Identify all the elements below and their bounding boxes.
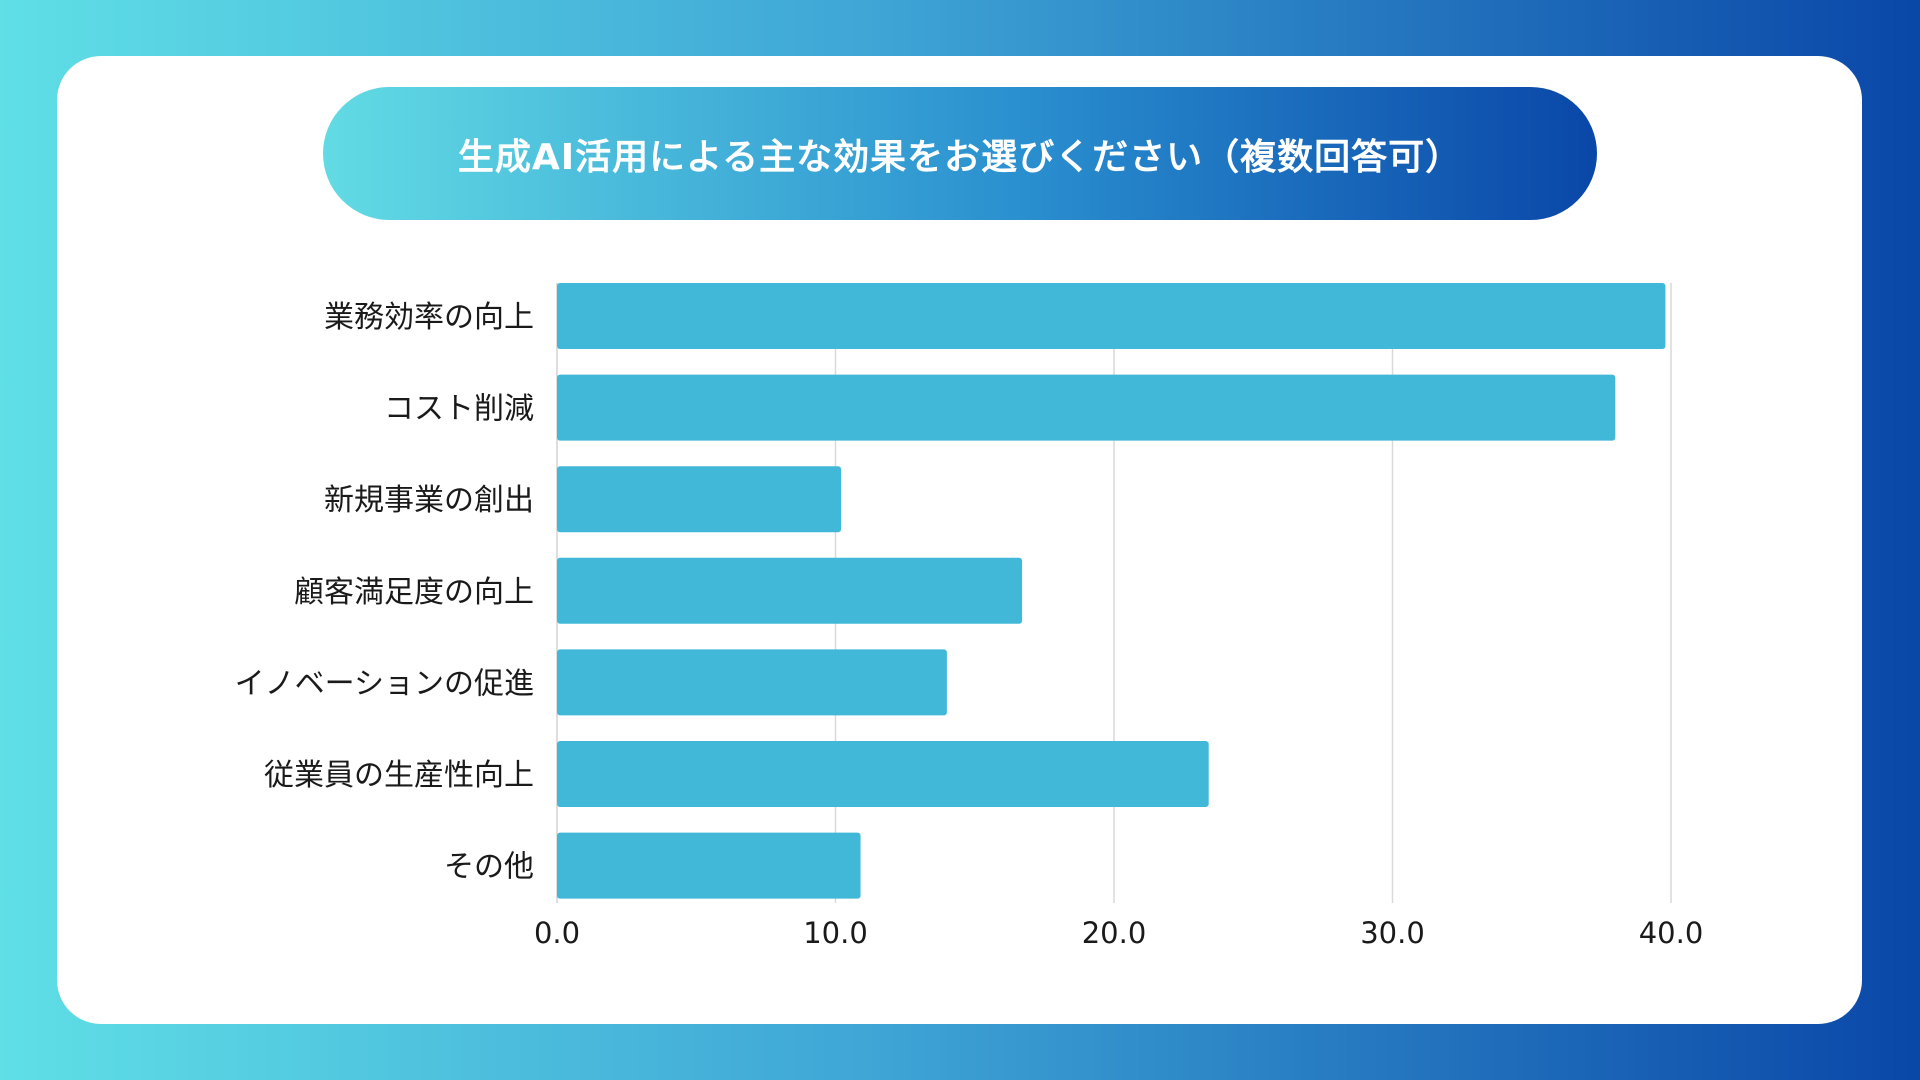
category-label: 従業員の生産性向上 [264, 758, 534, 793]
bar [557, 832, 861, 899]
x-tick-label: 0.0 [534, 916, 580, 950]
category-label: その他 [444, 850, 534, 885]
bar [557, 557, 1023, 624]
category-label: 新規事業の創出 [324, 483, 534, 518]
bar [557, 283, 1666, 349]
category-label: イノベーションの促進 [235, 666, 534, 701]
bar [557, 741, 1209, 807]
title-banner: 生成AI活用による主な効果をお選びください（複数回答可） [323, 87, 1597, 220]
bar [557, 374, 1616, 441]
x-tick-label: 10.0 [803, 916, 868, 950]
bar [557, 466, 842, 533]
category-label: 顧客満足度の向上 [294, 575, 534, 610]
bar [557, 649, 947, 716]
x-tick-label: 40.0 [1639, 916, 1704, 950]
x-tick-label: 30.0 [1360, 916, 1425, 950]
category-label: 業務効率の向上 [324, 300, 534, 335]
x-tick-label: 20.0 [1082, 916, 1147, 950]
category-label: コスト削減 [384, 392, 534, 427]
chart-title: 生成AI活用による主な効果をお選びください（複数回答可） [457, 136, 1463, 178]
